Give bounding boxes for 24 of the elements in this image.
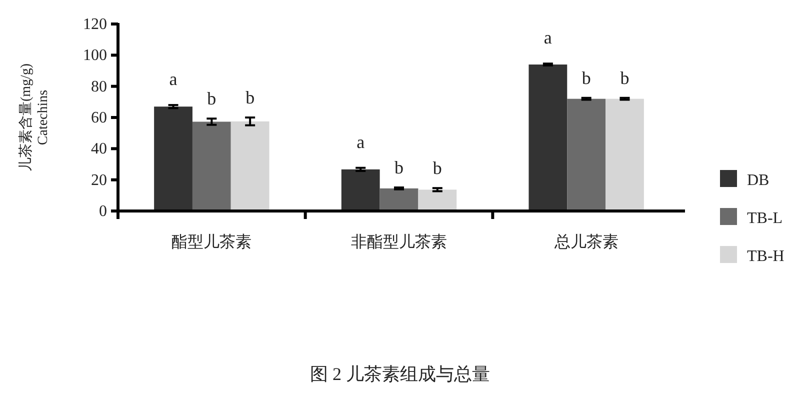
y-tick-label: 60 (91, 110, 107, 126)
y-tick-label: 40 (91, 140, 107, 158)
y-tick-label: 80 (91, 78, 107, 96)
annotation: a (356, 132, 365, 152)
x-tick-label: 酯型儿茶素 (172, 233, 252, 251)
x-tick-label: 非酯型儿茶素 (351, 233, 447, 251)
annotation: a (169, 69, 178, 90)
annotation: a (544, 28, 552, 48)
caption: 图 2 儿茶素组成与总量 (310, 364, 490, 384)
annotation: b (432, 158, 442, 178)
y-tick-label: 100 (83, 47, 107, 64)
annotation: b (394, 157, 404, 178)
legend-label: DB (747, 172, 770, 189)
x-tick-label: 总儿茶素 (553, 233, 618, 251)
y-tick-label: 0 (99, 203, 107, 220)
legend-label: TB-L (747, 210, 783, 227)
annotation: b (246, 88, 255, 108)
y-tick-label: 120 (83, 16, 107, 33)
legend-label: TB-H (747, 248, 785, 265)
y-tick-label: 20 (91, 172, 107, 189)
annotation: b (582, 68, 591, 88)
annotation: b (620, 68, 630, 88)
annotation: b (207, 88, 216, 109)
y-axis-title: 儿茶素含量(mg/g) Catechins (18, 63, 51, 172)
